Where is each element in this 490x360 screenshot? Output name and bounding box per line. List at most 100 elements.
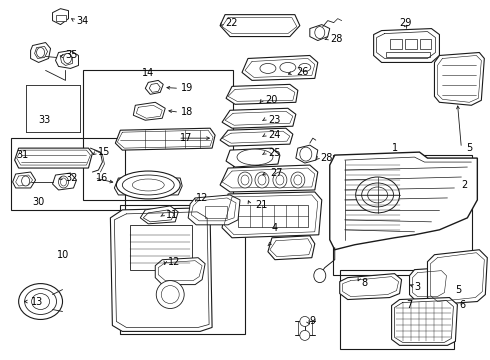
Polygon shape [114, 178, 182, 195]
Polygon shape [427, 250, 488, 305]
Polygon shape [226, 84, 298, 104]
Polygon shape [410, 268, 449, 300]
Text: 23: 23 [268, 115, 280, 125]
Text: 16: 16 [97, 173, 109, 183]
Polygon shape [222, 192, 322, 238]
Ellipse shape [300, 316, 310, 327]
Text: 12: 12 [168, 257, 181, 267]
Ellipse shape [237, 149, 273, 165]
Text: 13: 13 [30, 297, 43, 306]
Text: 7: 7 [406, 300, 413, 310]
Polygon shape [330, 152, 477, 250]
Polygon shape [55, 50, 78, 68]
Polygon shape [188, 195, 240, 225]
Text: 9: 9 [310, 316, 316, 327]
Polygon shape [52, 9, 69, 24]
Text: 31: 31 [17, 150, 29, 160]
Ellipse shape [64, 54, 72, 63]
Ellipse shape [37, 48, 45, 58]
Text: 22: 22 [225, 18, 238, 28]
Text: 32: 32 [66, 173, 78, 183]
Text: 33: 33 [38, 115, 50, 125]
Polygon shape [115, 128, 215, 150]
Ellipse shape [61, 178, 67, 186]
Ellipse shape [32, 293, 49, 310]
Bar [238, 205, 308, 227]
Ellipse shape [356, 177, 399, 213]
Bar [11, 138, 125, 210]
Ellipse shape [255, 172, 269, 188]
Polygon shape [13, 172, 36, 188]
Text: 20: 20 [265, 95, 277, 105]
Polygon shape [220, 15, 300, 37]
Text: 10: 10 [56, 250, 69, 260]
Text: 5: 5 [455, 284, 462, 294]
Ellipse shape [314, 269, 326, 283]
Polygon shape [52, 173, 76, 190]
Polygon shape [110, 208, 212, 332]
Polygon shape [143, 210, 174, 222]
Text: 15: 15 [98, 147, 111, 157]
Polygon shape [61, 54, 73, 66]
Ellipse shape [58, 176, 69, 188]
Ellipse shape [116, 171, 180, 199]
Text: 25: 25 [268, 148, 280, 158]
Polygon shape [226, 148, 280, 167]
Polygon shape [145, 80, 163, 94]
Ellipse shape [24, 289, 56, 315]
Text: 30: 30 [33, 197, 45, 207]
Polygon shape [149, 84, 160, 92]
Ellipse shape [362, 183, 393, 207]
Ellipse shape [273, 172, 287, 188]
Ellipse shape [258, 175, 266, 185]
Ellipse shape [260, 63, 276, 73]
Polygon shape [340, 274, 401, 300]
Bar [83, 71, 233, 200]
Ellipse shape [300, 147, 312, 161]
Polygon shape [140, 206, 178, 224]
Ellipse shape [280, 62, 296, 72]
Ellipse shape [294, 175, 302, 185]
Ellipse shape [161, 285, 179, 303]
Text: 28: 28 [330, 33, 342, 44]
Ellipse shape [156, 280, 184, 309]
Text: 28: 28 [320, 153, 332, 163]
Ellipse shape [122, 175, 174, 195]
Text: 17: 17 [180, 133, 193, 143]
Ellipse shape [238, 172, 252, 188]
Text: 27: 27 [270, 168, 282, 178]
Bar [405, 39, 416, 49]
Ellipse shape [299, 63, 311, 71]
Ellipse shape [291, 172, 305, 188]
Ellipse shape [315, 27, 325, 39]
Polygon shape [220, 165, 318, 192]
Bar [386, 53, 431, 58]
Bar [333, 155, 472, 275]
Polygon shape [133, 102, 165, 120]
Polygon shape [374, 28, 440, 62]
Text: 19: 19 [181, 84, 194, 93]
Ellipse shape [19, 284, 63, 319]
Ellipse shape [241, 175, 249, 185]
Ellipse shape [368, 187, 388, 203]
Polygon shape [242, 55, 318, 80]
Polygon shape [35, 46, 48, 58]
Bar [340, 270, 454, 349]
Polygon shape [222, 108, 296, 128]
Text: 11: 11 [166, 210, 178, 220]
Text: 2: 2 [462, 180, 467, 190]
Polygon shape [15, 148, 93, 168]
Text: 35: 35 [66, 50, 78, 60]
Text: 14: 14 [142, 68, 154, 78]
Text: 12: 12 [196, 193, 209, 203]
Text: 3: 3 [415, 282, 420, 292]
Polygon shape [310, 24, 330, 41]
Text: 29: 29 [399, 18, 412, 28]
Bar [121, 205, 245, 334]
Text: 18: 18 [181, 107, 194, 117]
Text: 8: 8 [362, 278, 368, 288]
Polygon shape [155, 258, 205, 285]
Text: 26: 26 [296, 67, 308, 77]
Text: 34: 34 [76, 15, 89, 26]
Polygon shape [268, 236, 315, 260]
